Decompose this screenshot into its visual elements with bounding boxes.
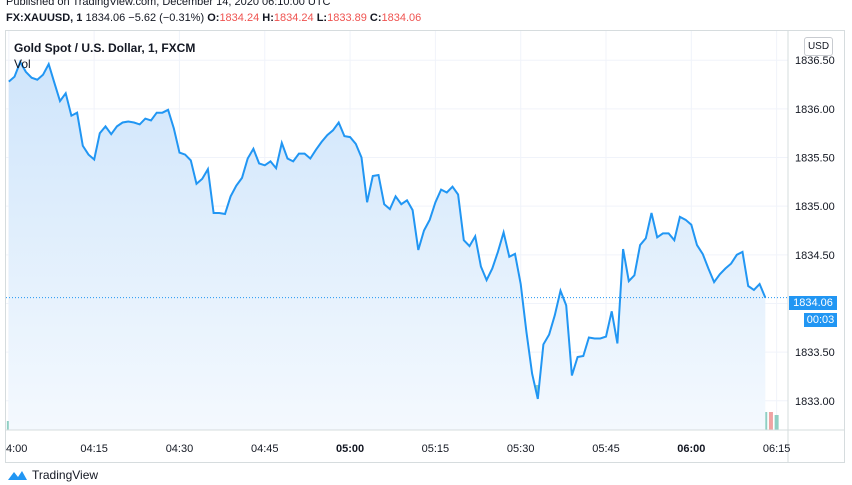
time-tick-label: 05:00: [336, 443, 364, 455]
time-tick-label: 04:30: [166, 443, 194, 455]
price-tick-label: 1834.50: [795, 250, 835, 262]
volume-bar: [768, 412, 773, 430]
price-tick-label: 1833.00: [795, 396, 835, 408]
chart-frame: [5, 30, 845, 463]
high-value: 1834.24: [273, 12, 314, 24]
last-price-tag: 1834.06: [789, 296, 837, 310]
time-tick-label: 05:30: [507, 443, 535, 455]
price-area-fill: [8, 62, 766, 430]
time-tick-label: 05:45: [592, 443, 620, 455]
time-tick-label: 06:00: [677, 443, 705, 455]
price-tick-label: 1836.00: [795, 104, 835, 116]
price-tick-label: 1833.50: [795, 347, 835, 359]
ohlc-header: FX:XAUUSD, 1 1834.06 −5.62 (−0.31%) O:18…: [6, 12, 421, 24]
high-label: H:: [262, 12, 274, 24]
time-tick-label: 4:00: [6, 443, 27, 455]
logo-text: TradingView: [32, 468, 99, 482]
open-value: 1834.24: [219, 12, 260, 24]
tradingview-cloud-icon: [8, 471, 27, 480]
time-axis: 4:00 04:15 04:30 04:45 05:00 05:15 05:30 05:45 0…: [6, 443, 790, 455]
time-tick-label: 05:15: [422, 443, 450, 455]
time-tick-label: 04:15: [80, 443, 108, 455]
price-tick-label: 1836.50: [795, 55, 835, 67]
last-price: 1834.06: [85, 12, 126, 24]
close-value: 1834.06: [381, 12, 422, 24]
close-label: C:: [369, 12, 382, 24]
countdown-tag: 00:03: [804, 313, 837, 327]
currency-button[interactable]: USD: [804, 37, 833, 56]
chart-title: Gold Spot / U.S. Dollar, 1, FXCM: [14, 41, 196, 55]
price-change: −5.62 (−0.31%): [128, 12, 205, 24]
volume-bar: [774, 415, 779, 430]
price-tick-label: 1835.50: [795, 153, 835, 165]
tradingview-logo[interactable]: TradingView: [6, 468, 98, 482]
symbol-label: FX:XAUUSD, 1: [6, 12, 83, 24]
price-tick-label: 1835.00: [795, 201, 835, 213]
open-label: O:: [207, 12, 220, 24]
price-line: [8, 59, 767, 400]
low-label: L:: [316, 12, 328, 24]
time-tick-label: 06:15: [763, 443, 791, 455]
time-tick-label: 04:45: [251, 443, 279, 455]
price-axis: 1836.501836.001835.501835.001834.501834.…: [795, 55, 835, 408]
volume-label: Vol: [14, 57, 31, 71]
published-caption: Published on TradingView.com, December 1…: [6, 0, 331, 8]
low-value: 1833.89: [327, 12, 367, 24]
